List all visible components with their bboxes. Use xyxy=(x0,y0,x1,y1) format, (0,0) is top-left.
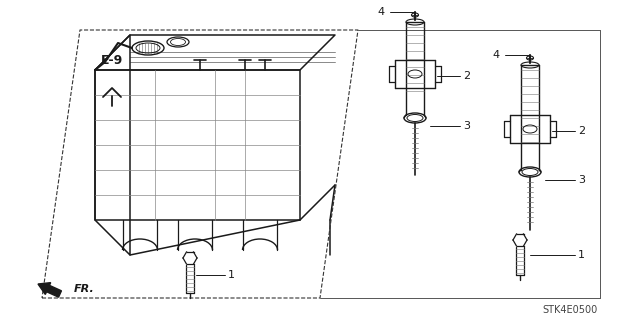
Text: 2: 2 xyxy=(463,71,470,81)
Text: FR.: FR. xyxy=(74,284,95,294)
Text: E-9: E-9 xyxy=(101,54,123,66)
Text: 4: 4 xyxy=(493,50,500,60)
FancyArrow shape xyxy=(38,283,61,297)
Text: 1: 1 xyxy=(228,270,235,280)
Text: 3: 3 xyxy=(578,175,585,185)
Text: 2: 2 xyxy=(578,126,585,136)
Text: 1: 1 xyxy=(578,250,585,260)
Text: STK4E0500: STK4E0500 xyxy=(542,305,598,315)
Text: 3: 3 xyxy=(463,121,470,131)
Text: 4: 4 xyxy=(378,7,385,17)
